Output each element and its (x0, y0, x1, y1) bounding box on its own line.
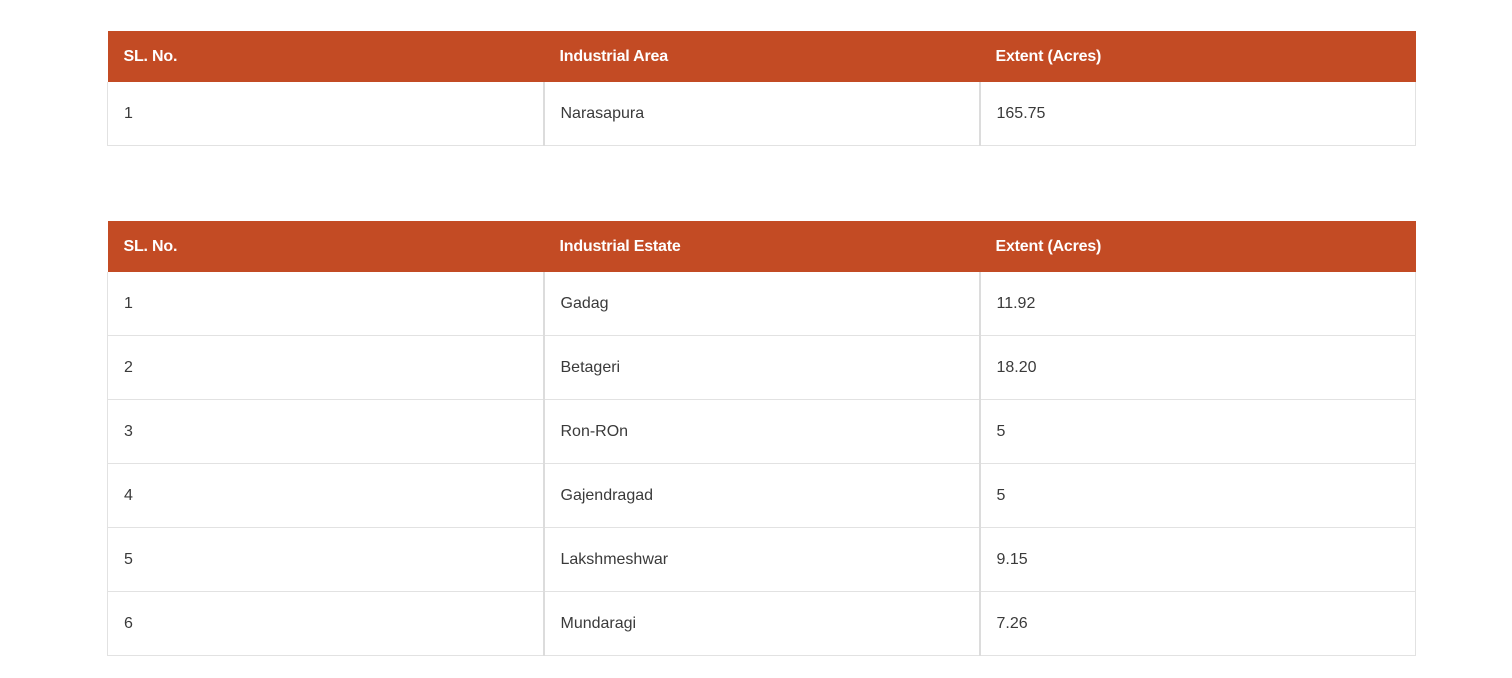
table-row: 6 Mundaragi 7.26 (107, 591, 1416, 656)
cell-sl-no: 2 (107, 335, 544, 400)
table-row: 1 Gadag 11.92 (107, 272, 1416, 336)
cell-sl-no: 5 (107, 527, 544, 592)
header-extent-acres: Extent (Acres) (979, 31, 1416, 82)
cell-extent: 5 (978, 463, 1416, 528)
cell-sl-no: 4 (107, 463, 544, 528)
table-row: 1 Narasapura 165.75 (107, 82, 1416, 146)
table-header-row: SL. No. Industrial Estate Extent (Acres) (107, 221, 1416, 272)
industrial-estate-table: SL. No. Industrial Estate Extent (Acres)… (107, 221, 1416, 656)
table-header-row: SL. No. Industrial Area Extent (Acres) (107, 31, 1416, 82)
header-industrial-estate: Industrial Estate (543, 221, 980, 272)
cell-sl-no: 3 (107, 399, 544, 464)
cell-extent: 165.75 (978, 82, 1416, 146)
cell-extent: 7.26 (978, 591, 1416, 656)
cell-extent: 5 (978, 399, 1416, 464)
cell-estate-name: Gajendragad (542, 463, 980, 528)
cell-area-name: Narasapura (542, 82, 980, 146)
table-row: 5 Lakshmeshwar 9.15 (107, 527, 1416, 592)
table-row: 2 Betageri 18.20 (107, 335, 1416, 400)
cell-extent: 9.15 (978, 527, 1416, 592)
header-sl-no: SL. No. (107, 31, 544, 82)
cell-estate-name: Lakshmeshwar (542, 527, 980, 592)
cell-estate-name: Betageri (542, 335, 980, 400)
header-industrial-area: Industrial Area (543, 31, 980, 82)
table-row: 4 Gajendragad 5 (107, 463, 1416, 528)
industrial-area-table: SL. No. Industrial Area Extent (Acres) 1… (107, 31, 1416, 146)
table-row: 3 Ron-ROn 5 (107, 399, 1416, 464)
cell-sl-no: 1 (107, 272, 544, 336)
header-sl-no: SL. No. (107, 221, 544, 272)
cell-extent: 18.20 (978, 335, 1416, 400)
cell-estate-name: Mundaragi (542, 591, 980, 656)
cell-sl-no: 1 (107, 82, 544, 146)
header-extent-acres: Extent (Acres) (979, 221, 1416, 272)
cell-extent: 11.92 (978, 272, 1416, 336)
cell-sl-no: 6 (107, 591, 544, 656)
cell-estate-name: Gadag (542, 272, 980, 336)
cell-estate-name: Ron-ROn (542, 399, 980, 464)
